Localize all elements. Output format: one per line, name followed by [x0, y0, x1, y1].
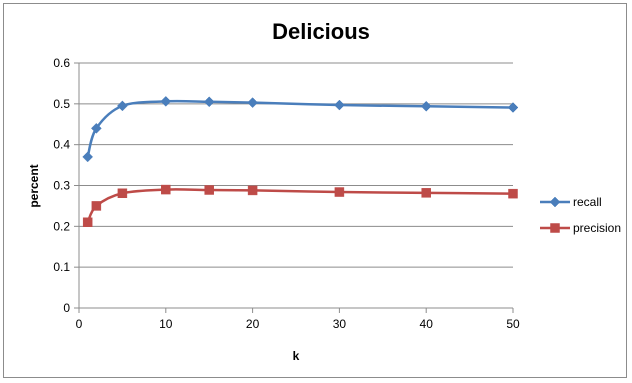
legend-marker-recall [549, 196, 561, 208]
data-point-recall [91, 122, 102, 134]
legend-label-recall: recall [573, 195, 602, 209]
data-point-recall [420, 100, 432, 112]
y-tick-label: 0.2 [53, 219, 70, 233]
series-precision [82, 184, 518, 227]
data-point-precision [204, 185, 214, 195]
y-tick-label: 0.4 [53, 138, 70, 152]
x-tick-label: 50 [506, 317, 520, 331]
series-line-precision [86, 188, 514, 223]
data-point-recall [247, 97, 258, 108]
data-point-precision [247, 185, 258, 196]
legend: recall precision [540, 195, 621, 235]
x-tick-label: 30 [333, 317, 347, 331]
y-tick-label: 0.3 [53, 179, 70, 193]
x-tick-label: 0 [76, 317, 83, 331]
data-point-precision [508, 188, 518, 199]
series-recall [82, 96, 519, 163]
axes: 0 0.1 0.2 0.3 0.4 0.5 0.6 0 10 20 30 40 50 [53, 56, 520, 331]
x-tick-label: 40 [420, 317, 434, 331]
y-axis-label: percent [27, 164, 41, 207]
data-point-recall [117, 100, 128, 112]
data-point-recall [334, 99, 345, 111]
legend-item-recall: recall [540, 195, 602, 209]
data-point-precision [82, 217, 93, 227]
data-point-precision [117, 188, 128, 199]
gridlines [79, 62, 513, 268]
chart-title: Delicious [272, 19, 370, 44]
x-axis-label: k [293, 349, 300, 363]
data-point-precision [421, 188, 431, 198]
y-tick-label: 0.5 [53, 97, 70, 111]
series-layer [82, 96, 519, 227]
x-tick-label: 20 [246, 317, 260, 331]
data-point-recall [82, 151, 94, 163]
y-tick-label: 0 [63, 301, 70, 315]
data-point-recall [203, 96, 215, 108]
y-tick-label: 0.1 [53, 260, 70, 274]
legend-marker-precision [550, 223, 560, 233]
series-line-recall [86, 99, 514, 158]
data-point-recall [160, 96, 172, 107]
data-point-precision [91, 201, 102, 211]
data-point-recall [507, 102, 519, 113]
x-tick-label: 10 [159, 317, 173, 331]
y-tick-label: 0.6 [53, 56, 70, 70]
data-point-precision [334, 187, 345, 197]
data-point-precision [161, 184, 171, 195]
legend-item-precision: precision [540, 221, 621, 235]
legend-label-precision: precision [573, 221, 621, 235]
